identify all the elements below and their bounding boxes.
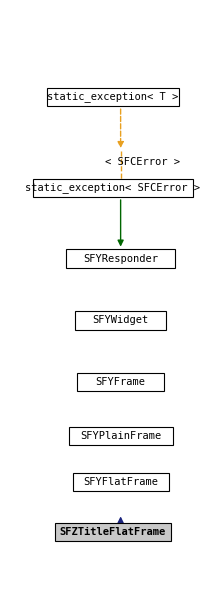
Text: < SFCError >: < SFCError > — [105, 158, 180, 168]
FancyBboxPatch shape — [47, 87, 179, 106]
Text: SFYFrame: SFYFrame — [96, 377, 146, 387]
FancyBboxPatch shape — [75, 311, 166, 330]
FancyBboxPatch shape — [33, 179, 193, 197]
FancyBboxPatch shape — [66, 249, 175, 268]
Text: SFZTitleFlatFrame: SFZTitleFlatFrame — [60, 527, 166, 537]
FancyBboxPatch shape — [55, 523, 171, 541]
FancyBboxPatch shape — [77, 373, 164, 391]
Text: static_exception< T >: static_exception< T > — [47, 92, 179, 102]
Text: SFYWidget: SFYWidget — [93, 315, 149, 325]
Text: SFYResponder: SFYResponder — [83, 254, 158, 264]
Text: static_exception< SFCError >: static_exception< SFCError > — [25, 182, 200, 193]
Text: SFYFlatFrame: SFYFlatFrame — [83, 477, 158, 487]
FancyBboxPatch shape — [69, 427, 173, 445]
Text: SFYPlainFrame: SFYPlainFrame — [80, 431, 161, 441]
FancyBboxPatch shape — [72, 473, 169, 492]
